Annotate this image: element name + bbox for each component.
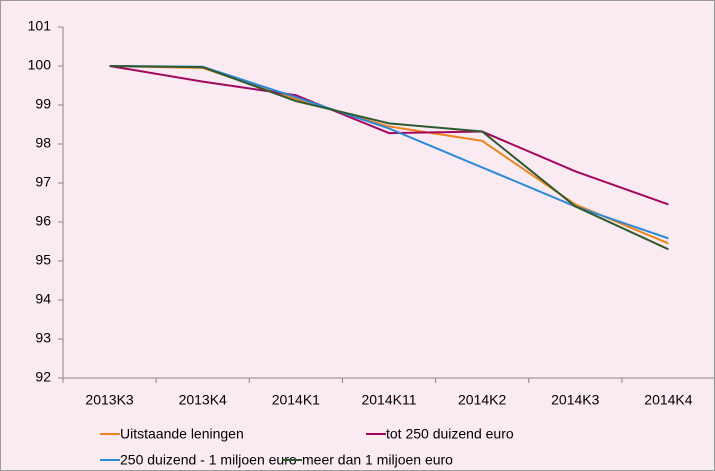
y-tick-label: 92 — [35, 369, 51, 385]
y-tick-label: 96 — [35, 213, 51, 229]
y-tick-label: 97 — [35, 174, 51, 190]
series-line — [109, 65, 669, 251]
legend-label: 250 duizend - 1 miljoen euro — [120, 452, 297, 468]
y-tick-label: 98 — [35, 135, 51, 151]
y-tick-label: 95 — [35, 252, 51, 268]
legend-label: tot 250 duizend euro — [386, 426, 514, 442]
y-tick-label: 93 — [35, 330, 51, 346]
y-tick-label: 94 — [35, 291, 51, 307]
x-tick-label: 2014K2 — [458, 392, 506, 408]
x-tick-label: 2013K4 — [179, 392, 227, 408]
y-tick-label: 100 — [28, 57, 52, 73]
x-tick-label: 2014K4 — [644, 392, 692, 408]
x-tick-label: 2013K3 — [85, 392, 133, 408]
y-tick-label: 99 — [35, 96, 51, 112]
y-tick-label: 101 — [28, 18, 52, 34]
legend-label: Uitstaande leningen — [120, 426, 244, 442]
x-tick-label: 2014K1 — [272, 392, 320, 408]
series-line — [109, 65, 669, 206]
x-tick-label: 2014K11 — [361, 392, 416, 408]
legend-label: meer dan 1 miljoen euro — [302, 452, 453, 468]
x-tick-label: 2014K3 — [551, 392, 599, 408]
